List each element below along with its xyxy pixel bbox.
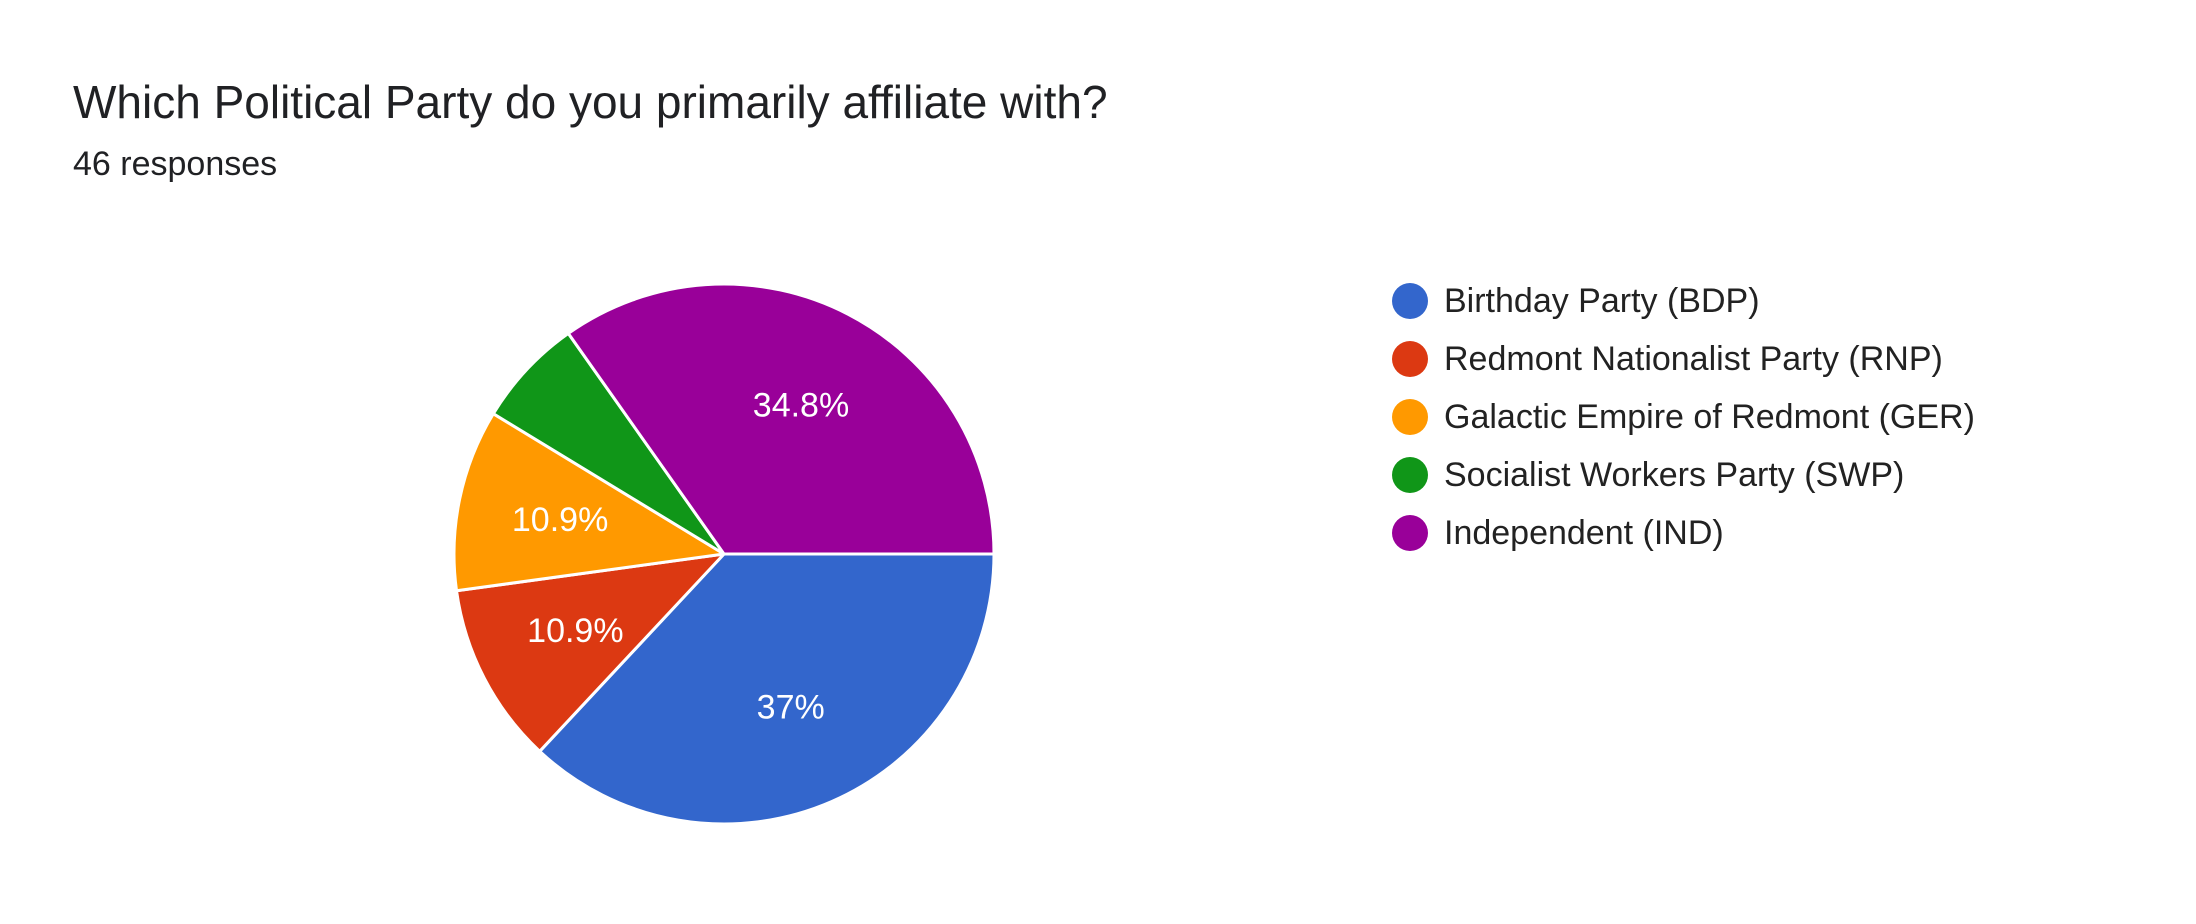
slice-percent-label-2: 10.9% <box>512 501 608 539</box>
chart-header: Which Political Party do you primarily a… <box>73 72 1108 186</box>
pie-slice-0[interactable] <box>538 552 996 826</box>
slice-percent-label-0: 37% <box>757 689 825 727</box>
legend-swatch-icon <box>1392 457 1428 493</box>
response-count: 46 responses <box>73 145 278 183</box>
legend-swatch-icon <box>1392 283 1428 319</box>
legend-label: Independent (IND) <box>1444 513 1724 552</box>
slice-percent-label-4: 34.8% <box>753 386 849 424</box>
legend-label: Galactic Empire of Redmont (GER) <box>1444 397 1975 436</box>
pie-slice-1[interactable] <box>455 552 726 753</box>
pie-slice-3[interactable] <box>491 331 726 556</box>
pie-slice-2[interactable] <box>452 412 726 593</box>
legend-swatch-icon <box>1392 515 1428 551</box>
pie-slice-4[interactable] <box>566 282 996 556</box>
legend-label: Socialist Workers Party (SWP) <box>1444 455 1905 494</box>
legend-swatch-icon <box>1392 399 1428 435</box>
slice-percent-label-1: 10.9% <box>527 612 623 650</box>
legend-item-0[interactable]: Birthday Party (BDP) <box>1392 272 1975 330</box>
legend-item-4[interactable]: Independent (IND) <box>1392 504 1975 562</box>
legend-item-3[interactable]: Socialist Workers Party (SWP) <box>1392 446 1975 504</box>
legend-item-1[interactable]: Redmont Nationalist Party (RNP) <box>1392 330 1975 388</box>
legend-item-2[interactable]: Galactic Empire of Redmont (GER) <box>1392 388 1975 446</box>
legend-label: Redmont Nationalist Party (RNP) <box>1444 339 1943 378</box>
chart-title: Which Political Party do you primarily a… <box>73 76 1108 128</box>
legend-label: Birthday Party (BDP) <box>1444 281 1760 320</box>
legend-swatch-icon <box>1392 341 1428 377</box>
chart-legend: Birthday Party (BDP) Redmont Nationalist … <box>1392 272 1975 562</box>
